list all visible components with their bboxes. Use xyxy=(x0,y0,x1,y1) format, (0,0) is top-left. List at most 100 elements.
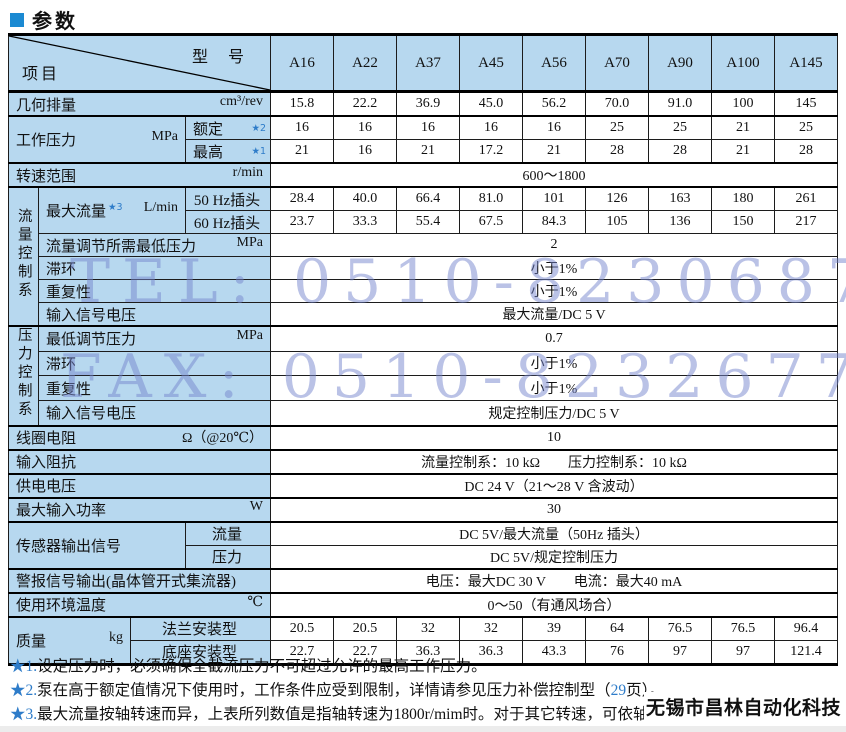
corner-items-label: 项目 xyxy=(22,66,61,83)
value-cell-span: 规定控制压力/DC 5 V xyxy=(270,399,838,427)
value-cell: 22.7 xyxy=(270,639,334,665)
value-cell-span: 流量控制系：10 kΩ 压力控制系：10 kΩ xyxy=(270,449,838,475)
sub-label-text: 额定 xyxy=(193,121,224,138)
table-row: 供电电压 DC 24 V（21～28 V 含波动） xyxy=(8,473,838,499)
table-row: 压力控制系 最低调节压力 MPa 0.7 xyxy=(8,325,838,427)
value-cell-span: 小于1% xyxy=(270,279,838,303)
value-cell: 43.3 xyxy=(522,639,586,665)
value-cell: 96.4 xyxy=(774,616,838,641)
group-label-flow-control: 流量控制系 xyxy=(8,186,39,327)
value-cell: 16 xyxy=(333,139,397,164)
row-label-text: 几何排量 xyxy=(16,97,77,114)
sub-label-rated: 额定 ★2 xyxy=(185,115,271,140)
row-label-flow-hysteresis: 滞环 xyxy=(38,256,271,280)
value-cell: 28 xyxy=(648,139,712,164)
value-cell: 21 xyxy=(270,139,334,164)
unit-text: kg xyxy=(109,629,123,645)
value-cell: 66.4 xyxy=(396,186,460,211)
row-label-max-input-power: 最大输入功率 W xyxy=(8,497,271,523)
model-header: A37 xyxy=(396,34,460,93)
value-cell: 55.4 xyxy=(396,210,460,234)
footnote-star-marker: ★3 xyxy=(108,202,123,213)
table-row: 重复性 小于1% xyxy=(9,375,838,401)
page-title: 参数 xyxy=(10,5,78,34)
row-label-press-repeatability: 重复性 xyxy=(38,375,271,401)
value-cell-span: 0.7 xyxy=(270,325,838,352)
table-row: 流量调节所需最低压力 MPa 2 xyxy=(9,233,838,257)
value-cell: 39 xyxy=(522,616,586,641)
section-marker-icon xyxy=(10,12,24,27)
value-cell: 16 xyxy=(270,115,334,140)
value-cell: 23.7 xyxy=(270,210,334,234)
unit-text: Ω（@20℃） xyxy=(182,431,263,446)
row-label-text: 质量 xyxy=(16,633,47,650)
table-row: 底座安装型 22.7 22.7 36.3 36.3 43.3 76 97 97 … xyxy=(9,639,838,665)
sub-label-sensor-pressure: 压力 xyxy=(185,544,271,570)
value-cell: 217 xyxy=(774,210,838,234)
table-row: 输入阻抗 流量控制系：10 kΩ 压力控制系：10 kΩ xyxy=(8,449,838,475)
model-header: A145 xyxy=(774,34,838,93)
value-cell: 163 xyxy=(648,186,712,211)
value-cell-span: 2 xyxy=(270,233,838,257)
value-cell: 16 xyxy=(522,115,586,140)
footnote-star-marker: ★1 xyxy=(251,145,266,157)
row-label-text: 流量调节所需最低压力 xyxy=(46,238,197,255)
value-cell: 136 xyxy=(648,210,712,234)
unit-text: cm³/rev xyxy=(219,93,263,109)
model-header: A100 xyxy=(711,34,775,93)
corner-models-label: 型 号 xyxy=(191,49,252,66)
value-cell: 16 xyxy=(459,115,523,140)
vendor-overlay-text: 无锡市昌林自动化科技 xyxy=(644,692,844,721)
model-header: A90 xyxy=(648,34,712,93)
table-row: 几何排量 cm³/rev 15.8 22.2 36.9 45.0 56.2 70… xyxy=(8,91,838,117)
value-cell: 84.3 xyxy=(522,210,586,234)
unit-text: r/min xyxy=(232,164,263,180)
value-cell: 15.8 xyxy=(270,91,334,117)
group-label-pressure-control: 压力控制系 xyxy=(8,325,39,427)
value-cell: 20.5 xyxy=(333,616,397,641)
value-cell: 145 xyxy=(774,91,838,117)
value-cell: 28 xyxy=(585,139,649,164)
unit-text: MPa xyxy=(151,129,178,144)
value-cell: 36.3 xyxy=(396,639,460,665)
value-cell-span: DC 24 V（21～28 V 含波动） xyxy=(270,473,838,499)
row-label-press-min-adjust: 最低调节压力 MPa xyxy=(38,325,271,352)
row-label-text: 工作压力 xyxy=(16,133,77,149)
table-header-row: 型 号 项目 A16 A22 A37 A45 A56 A70 A90 A100 … xyxy=(8,34,838,93)
row-label-text: 最低调节压力 xyxy=(46,332,137,349)
table-row: 转速范围 r/min 600～1800 xyxy=(8,162,838,188)
row-label-text: 最大流量 ★3 xyxy=(46,202,123,220)
row-label-input-impedance: 输入阻抗 xyxy=(8,449,271,475)
sub-label-50hz: 50 Hz插头 xyxy=(185,186,271,211)
value-cell: 16 xyxy=(396,115,460,140)
table-row: 线圈电阻 Ω（@20℃） 10 xyxy=(8,425,838,451)
value-cell: 36.3 xyxy=(459,639,523,665)
diagonal-line xyxy=(9,36,270,90)
value-cell: 100 xyxy=(711,91,775,117)
value-cell: 33.3 xyxy=(333,210,397,234)
value-cell: 101 xyxy=(522,186,586,211)
value-cell: 22.2 xyxy=(333,91,397,117)
row-label-sensor-output: 传感器输出信号 xyxy=(8,521,186,570)
table-row: 流量控制系 最大流量 ★3 L/min 50 Hz插头 28.4 40.0 66.… xyxy=(8,186,838,327)
value-cell: 180 xyxy=(711,186,775,211)
table-row: 警报信号输出(晶体管开式集流器) 电压：最大DC 30 V 电流：最大40 mA xyxy=(8,568,838,594)
table-row: 使用环境温度 ℃ 0～50（有通风场合） xyxy=(8,592,838,618)
corner-cell: 型 号 项目 xyxy=(8,34,271,93)
value-cell: 76 xyxy=(585,639,649,665)
table-row: 最大输入功率 W 30 xyxy=(8,497,838,523)
value-cell-span: 小于1% xyxy=(270,256,838,280)
value-cell: 36.9 xyxy=(396,91,460,117)
table-row: 最高 ★1 21 16 21 17.2 21 28 28 21 28 xyxy=(9,139,838,164)
row-label-text: 转速范围 xyxy=(16,168,77,185)
spec-table: 型 号 项目 A16 A22 A37 A45 A56 A70 A90 A100 … xyxy=(8,33,838,666)
row-label-flow-repeatability: 重复性 xyxy=(38,279,271,303)
value-cell: 22.7 xyxy=(333,639,397,665)
row-label-ambient-temp: 使用环境温度 ℃ xyxy=(8,592,271,618)
footnotes: ★1.设定压力时，必须确保全截流压力不可超过允许的最高工作压力。 ★2.泵在高于… xyxy=(10,655,844,727)
table-row: 传感器输出信号 流量 DC 5V/最大流量（50Hz 插头） xyxy=(8,521,838,570)
row-label-press-hysteresis: 滞环 xyxy=(38,350,271,377)
sub-label-60hz: 60 Hz插头 xyxy=(185,210,271,234)
value-cell: 21 xyxy=(711,139,775,164)
value-cell: 56.2 xyxy=(522,91,586,117)
